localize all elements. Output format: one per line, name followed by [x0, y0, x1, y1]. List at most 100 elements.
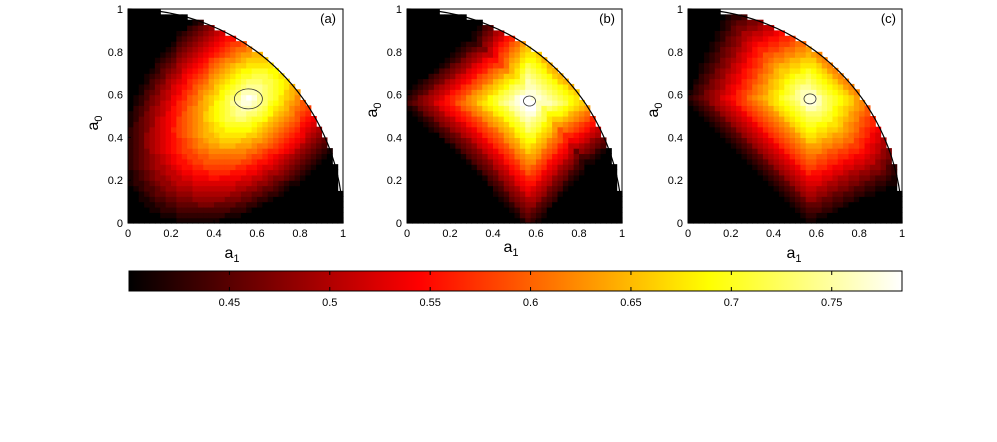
panel-b-cell: [428, 116, 435, 122]
panel-a-cell: [203, 190, 210, 197]
panel-a-cell: [165, 89, 172, 96]
panel-c-cell: [778, 158, 785, 165]
panel-b-cell: [541, 137, 548, 144]
panel-b-cell: [546, 132, 553, 138]
panel-c-cell: [720, 41, 727, 48]
panel-a-cell: [165, 142, 172, 149]
panel-b-cell: [541, 148, 548, 155]
panel-a-plot: [127, 8, 344, 224]
panel-b-cell: [428, 158, 435, 165]
panel-a-xlabel-sub: 1: [233, 253, 239, 265]
panel-b-cell: [568, 180, 575, 187]
panel-a-cell: [230, 132, 237, 138]
panel-c-cell: [800, 41, 807, 48]
panel-a-cell: [203, 83, 210, 90]
panel-c-cell: [720, 190, 727, 197]
panel-b-cell: [417, 132, 424, 138]
panel-b-cell: [557, 110, 564, 117]
panel-c-cell: [720, 30, 727, 37]
panel-b-cell: [525, 110, 532, 117]
panel-a-cell: [171, 116, 177, 122]
panel-a-cell: [133, 73, 140, 80]
panel-c-cell: [795, 62, 801, 69]
panel-b-cell: [498, 116, 505, 122]
panel-b-cell: [509, 180, 516, 187]
panel-b-cell: [423, 73, 430, 80]
panel-a-cell: [165, 99, 172, 106]
panel-a-cell: [160, 132, 167, 138]
panel-c-cell: [805, 51, 812, 58]
panel-c-cell: [816, 217, 823, 224]
panel-c-cell: [795, 57, 801, 64]
panel-a-cell: [294, 105, 301, 112]
panel-c-cell: [768, 46, 775, 53]
panel-c-cell: [768, 121, 775, 128]
panel-a-cell: [273, 164, 280, 171]
panel-a-cell: [144, 201, 151, 208]
panel-a-cell: [278, 132, 285, 138]
panel-c-cell: [869, 190, 876, 197]
panel-b-cell: [487, 180, 494, 187]
panel-b-cell: [493, 35, 499, 42]
panel-c-cell: [720, 46, 727, 53]
panel-a-cell: [219, 158, 226, 165]
panel-a-cell: [219, 94, 226, 101]
panel-b-cell: [498, 83, 505, 90]
panel-a-cell: [273, 105, 280, 112]
y-tick-label: 1: [396, 4, 402, 16]
panel-a-cell: [133, 206, 140, 213]
panel-c-cell: [827, 148, 834, 155]
panel-b-cell: [450, 206, 456, 213]
panel-c-cell: [741, 180, 748, 187]
panel-c-cell: [811, 137, 817, 144]
panel-a-cell: [224, 212, 231, 219]
panel-a-cell: [294, 185, 301, 192]
panel-a-cell: [197, 78, 204, 85]
panel-c-cell: [773, 67, 780, 74]
panel-a-cell: [214, 73, 220, 80]
panel-b-cell: [423, 196, 430, 203]
panel-b-cell: [546, 212, 553, 219]
panel-c-cell: [693, 83, 700, 90]
panel-a-cell: [224, 142, 231, 149]
panel-c-cell: [864, 153, 871, 160]
panel-c-cell: [853, 121, 860, 128]
panel-a-cell: [310, 148, 317, 155]
panel-a-cell: [208, 99, 215, 106]
panel-b-cell: [439, 78, 446, 85]
panel-b-cell: [466, 62, 473, 69]
panel-a-cell: [160, 158, 167, 165]
panel-b-cell: [498, 137, 505, 144]
panel-b-cell: [525, 148, 532, 155]
panel-a-cell: [203, 116, 210, 122]
panel-b-cell: [546, 185, 553, 192]
panel-c-cell: [805, 99, 812, 106]
panel-c-cell: [778, 35, 785, 42]
panel-c-cell: [805, 153, 812, 160]
panel-a-cell: [251, 73, 258, 80]
panel-c-cell: [762, 35, 769, 42]
panel-c-cell: [720, 164, 727, 171]
panel-c-cell: [736, 78, 743, 85]
panel-c-cell: [773, 94, 780, 101]
panel-c-cell: [693, 99, 700, 106]
panel-a-cell: [171, 153, 177, 160]
panel-c-cell: [832, 142, 839, 149]
panel-b-cell: [417, 180, 424, 187]
panel-b-cell: [428, 25, 435, 31]
panel-c-cell: [730, 201, 737, 208]
panel-c-cell: [688, 142, 694, 149]
panel-b-cell: [600, 164, 607, 171]
panel-a-cell: [160, 212, 167, 219]
panel-a-cell: [181, 206, 188, 213]
panel-b-cell: [417, 169, 424, 176]
panel-a-cell: [273, 83, 280, 90]
panel-a-cell: [278, 73, 285, 80]
panel-c-cell: [800, 132, 807, 138]
panel-c-cell: [821, 201, 828, 208]
panel-a-cell: [257, 132, 263, 138]
panel-a-cell: [283, 116, 290, 122]
panel-b-cell: [412, 9, 419, 15]
panel-b-cell: [562, 185, 569, 192]
panel-a-cell: [138, 25, 145, 31]
